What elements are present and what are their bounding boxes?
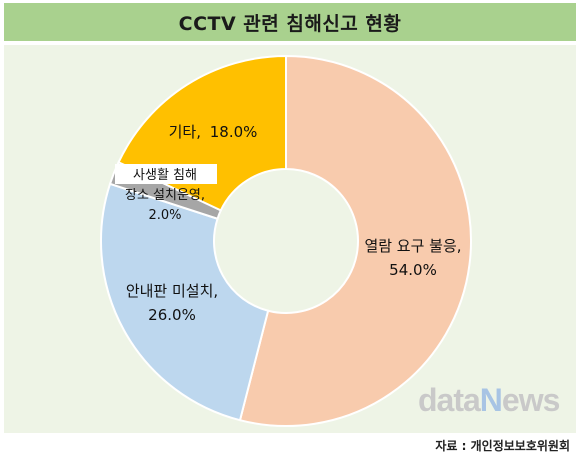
value-slice-0: 54.0% [389, 261, 437, 279]
label-slice-2-line-2: 장소 설치운영, [125, 188, 205, 203]
value-slice-1: 26.0% [148, 306, 196, 324]
source-note: 자료 : 개인정보보호위원회 [435, 439, 570, 453]
label-slice-2-line-1: 사생활 침해 [133, 168, 197, 183]
value-slice-3: 18.0% [210, 123, 258, 141]
value-slice-2: 2.0% [148, 208, 181, 223]
label-bg-slice-2 [115, 164, 217, 184]
label-slice-0: 열람 요구 불응, [364, 237, 461, 255]
label-slice-3-name: 기타, [169, 123, 201, 141]
chart-title: CCTV 관련 침해신고 현황 [4, 3, 576, 41]
label-slice-1: 안내판 미설치, [126, 282, 218, 300]
brand-logo: dataNews [418, 382, 560, 418]
slice-0 [238, 54, 472, 427]
label-slice-3: 기타, 18.0% [169, 123, 258, 141]
slice-1 [100, 182, 270, 422]
